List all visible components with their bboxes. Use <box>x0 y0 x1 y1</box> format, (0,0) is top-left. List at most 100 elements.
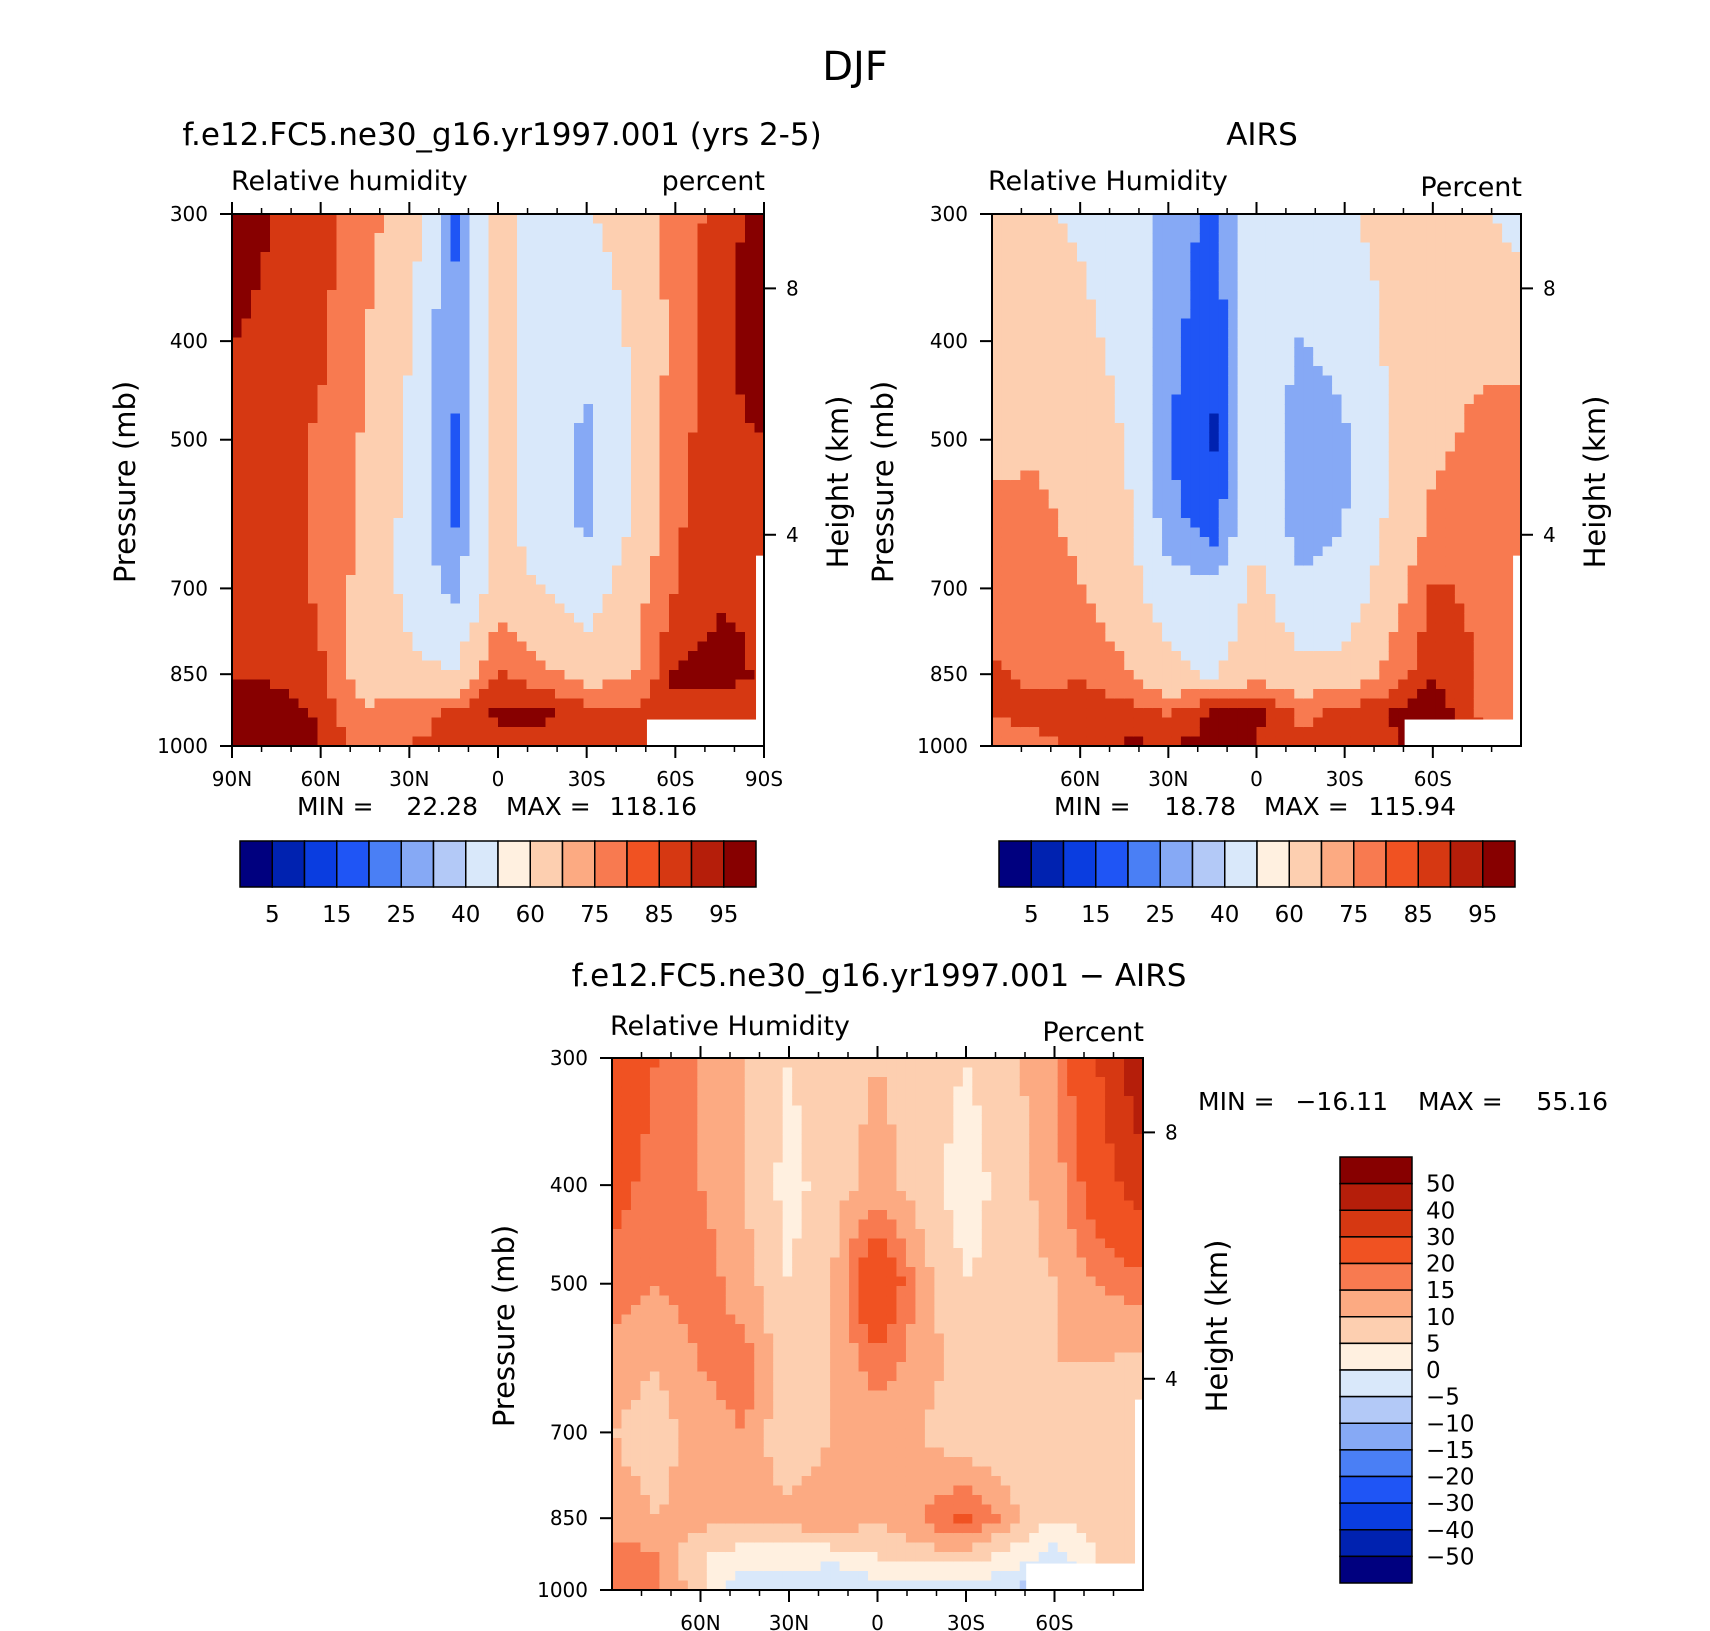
heatmap-cell <box>1209 299 1220 310</box>
heatmap-cell <box>612 404 623 415</box>
colorbar-label: 40 <box>451 902 480 928</box>
heatmap-cell <box>1105 651 1116 662</box>
heatmap-cell <box>479 594 490 605</box>
heatmap-cell <box>536 708 547 719</box>
heatmap-cell <box>526 299 537 310</box>
heatmap-cell <box>460 280 471 291</box>
heatmap-cell <box>1067 736 1078 747</box>
heatmap-cell <box>602 622 613 633</box>
heatmap-cell <box>669 318 680 329</box>
heatmap-cell <box>517 641 528 652</box>
heatmap-cell <box>555 518 566 529</box>
heatmap-cell <box>460 394 471 405</box>
heatmap-cell <box>707 347 718 358</box>
heatmap-cell <box>545 366 556 377</box>
heatmap-cell <box>1010 233 1021 244</box>
heatmap-cell <box>479 356 490 367</box>
heatmap-cell <box>355 537 366 548</box>
heatmap-cell <box>450 309 461 320</box>
heatmap-cell <box>1001 527 1012 538</box>
heatmap-cell <box>507 423 518 434</box>
heatmap-cell <box>1048 736 1059 747</box>
heatmap-cell <box>403 442 414 453</box>
heatmap-cell <box>1010 413 1021 424</box>
heatmap-cell <box>1048 442 1059 453</box>
heatmap-cell <box>631 537 642 548</box>
heatmap-cell <box>716 375 727 386</box>
heatmap-cell <box>1228 290 1239 301</box>
heatmap-cell <box>1275 309 1286 320</box>
heatmap-cell <box>992 451 1003 462</box>
heatmap-cell <box>1199 679 1210 690</box>
heatmap-cell <box>289 689 300 700</box>
heatmap-cell <box>745 242 756 253</box>
heatmap-cell <box>1010 698 1021 709</box>
heatmap-cell <box>498 613 509 624</box>
heatmap-cell <box>498 214 509 225</box>
heatmap-cell <box>270 461 281 472</box>
heatmap-cell <box>1048 375 1059 386</box>
heatmap-cell <box>583 632 594 643</box>
heatmap-cell <box>384 442 395 453</box>
heatmap-cell <box>270 261 281 272</box>
heatmap-cell <box>650 565 661 576</box>
heatmap-cell <box>517 394 528 405</box>
heatmap-cell <box>1180 385 1191 396</box>
heatmap-cell <box>688 632 699 643</box>
heatmap-cell <box>1077 375 1088 386</box>
heatmap-cell <box>279 660 290 671</box>
heatmap-cell <box>1048 546 1059 557</box>
heatmap-cell <box>232 461 243 472</box>
heatmap-cell <box>1199 337 1210 348</box>
heatmap-cell <box>992 328 1003 339</box>
heatmap-cell <box>745 223 756 234</box>
heatmap-cell <box>479 318 490 329</box>
heatmap-cell <box>669 451 680 462</box>
heatmap-cell <box>1020 394 1031 405</box>
heatmap-cell <box>1247 698 1258 709</box>
heatmap-cell <box>1114 508 1125 519</box>
heatmap-cell <box>707 708 718 719</box>
heatmap-cell <box>754 489 765 500</box>
heatmap-cell <box>583 708 594 719</box>
heatmap-cell <box>688 214 699 225</box>
heatmap-cell <box>479 470 490 481</box>
heatmap-cell <box>1275 565 1286 576</box>
heatmap-cell <box>593 252 604 263</box>
heatmap-cell <box>602 489 613 500</box>
heatmap-cell <box>1237 470 1248 481</box>
heatmap-cell <box>593 223 604 234</box>
heatmap-cell <box>298 480 309 491</box>
heatmap-cell <box>393 651 404 662</box>
heatmap-cell <box>564 480 575 491</box>
heatmap-cell <box>716 660 727 671</box>
heatmap-cell <box>1001 717 1012 728</box>
heatmap-cell <box>735 337 746 348</box>
heatmap-cell <box>526 508 537 519</box>
heatmap-cell <box>612 613 623 624</box>
heatmap-cell <box>1171 736 1182 747</box>
heatmap-cell <box>574 575 585 586</box>
heatmap-cell <box>498 252 509 263</box>
heatmap-cell <box>621 613 632 624</box>
heatmap-cell <box>650 575 661 586</box>
heatmap-cell <box>469 442 480 453</box>
heatmap-cell <box>1171 432 1182 443</box>
heatmap-cell <box>1228 565 1239 576</box>
heatmap-cell <box>1199 375 1210 386</box>
heatmap-cell <box>365 499 376 510</box>
heatmap-cell <box>1067 689 1078 700</box>
heatmap-cell <box>1180 318 1191 329</box>
heatmap-cell <box>1152 413 1163 424</box>
heatmap-cell <box>1256 679 1267 690</box>
heatmap-cell <box>412 413 423 424</box>
heatmap-cell <box>507 404 518 415</box>
heatmap-cell <box>669 261 680 272</box>
heatmap-cell <box>289 660 300 671</box>
y-right-tick-label: 4 <box>786 523 799 547</box>
heatmap-cell <box>1086 613 1097 624</box>
heatmap-cell <box>441 660 452 671</box>
heatmap-cell <box>735 451 746 462</box>
heatmap-cell <box>241 708 252 719</box>
heatmap-cell <box>317 223 328 234</box>
